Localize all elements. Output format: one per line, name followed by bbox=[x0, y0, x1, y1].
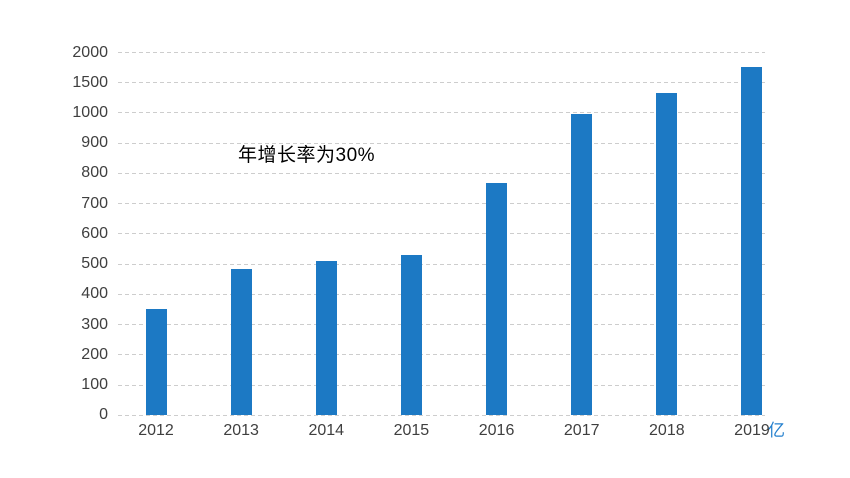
gridline-0 bbox=[118, 414, 765, 416]
gridline-800 bbox=[118, 172, 765, 174]
bar-2013 bbox=[230, 268, 252, 416]
gridline-1500 bbox=[118, 82, 765, 84]
gridline-1000 bbox=[118, 112, 765, 114]
bar-2017 bbox=[571, 114, 593, 416]
x-tick-label-2015: 2015 bbox=[393, 422, 430, 439]
gridline-600 bbox=[118, 233, 765, 235]
x-tick-label-2019: 2019 bbox=[734, 422, 770, 439]
gridline-300 bbox=[118, 324, 765, 326]
y-tick-label-200: 200 bbox=[81, 345, 108, 363]
x-tick-label-2014: 2014 bbox=[308, 422, 345, 439]
x-tick-label-2018: 2018 bbox=[649, 422, 685, 439]
gridline-500 bbox=[118, 263, 765, 265]
y-tick-label-700: 700 bbox=[81, 194, 108, 212]
y-tick-label-900: 900 bbox=[81, 134, 108, 152]
bar-2014 bbox=[315, 261, 337, 416]
gridline-400 bbox=[118, 293, 765, 295]
y-tick-label-800: 800 bbox=[81, 164, 108, 182]
gridline-100 bbox=[118, 384, 765, 386]
bar-2019 bbox=[741, 67, 763, 416]
gridline-2000 bbox=[118, 52, 765, 53]
gridline-200 bbox=[118, 354, 765, 356]
gridline-700 bbox=[118, 203, 765, 205]
y-tick-label-2000: 2000 bbox=[72, 43, 108, 61]
bar-2016 bbox=[486, 182, 508, 416]
x-tick-label-2013: 2013 bbox=[223, 422, 259, 439]
x-tick-label-2017: 2017 bbox=[563, 422, 600, 439]
y-tick-label-600: 600 bbox=[81, 224, 108, 242]
bar-2015 bbox=[400, 255, 422, 416]
x-tick-label-2012: 2012 bbox=[138, 422, 174, 439]
bar-2012 bbox=[145, 309, 167, 416]
y-tick-label-400: 400 bbox=[81, 285, 108, 303]
gridline-900 bbox=[118, 142, 765, 144]
x-tick-label-2016: 2016 bbox=[478, 422, 515, 439]
y-tick-label-300: 300 bbox=[81, 315, 108, 333]
y-tick-label-500: 500 bbox=[81, 255, 108, 273]
y-tick-label-1500: 1500 bbox=[72, 73, 108, 91]
y-unit-label: 亿 bbox=[768, 421, 785, 440]
y-tick-label-1000: 1000 bbox=[72, 103, 108, 121]
y-tick-label-100: 100 bbox=[81, 376, 108, 394]
y-tick-label-0: 0 bbox=[99, 406, 108, 424]
bar-2018 bbox=[656, 92, 678, 416]
growth-rate-annotation: 年增长率为30% bbox=[238, 145, 376, 166]
